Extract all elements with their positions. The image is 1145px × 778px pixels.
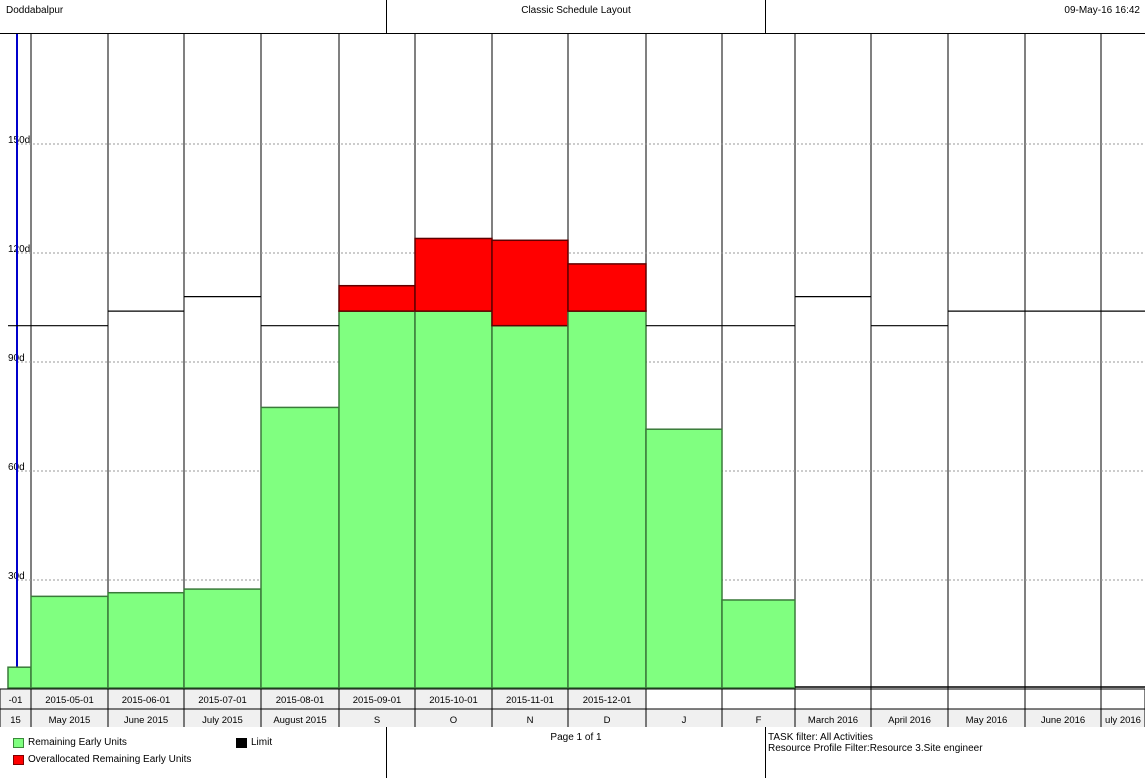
category-cell-row1 [721,688,796,710]
category-label-month: uly 2016 [1105,715,1141,726]
category-label-month: July 2015 [202,715,243,726]
category-label-month: S [374,715,380,726]
bar-remaining-early-units [7,666,32,689]
category-label-month: May 2016 [966,715,1008,726]
y-tick-label: 120d [8,244,30,255]
legend-swatch-limit [236,738,247,748]
category-label-month: D [604,715,611,726]
category-label-month: June 2016 [1041,715,1085,726]
bar-overallocated-units [567,263,647,312]
category-label-month: O [450,715,457,726]
category-label-date: 2015-12-01 [583,695,632,706]
category-label-date: 2015-09-01 [353,695,402,706]
category-label-month: J [682,715,687,726]
bar-remaining-early-units [645,428,723,689]
bar-remaining-early-units [107,591,185,689]
category-cell-row1 [870,688,949,710]
bar-overallocated-units [414,237,493,312]
category-label-month: June 2015 [124,715,168,726]
category-label-month: F [756,715,762,726]
filter-info: TASK filter: All Activities Resource Pro… [766,727,1145,778]
category-label-month: August 2015 [273,715,326,726]
bar-remaining-early-units [30,595,109,689]
report-header: Doddabalpur Classic Schedule Layout 09-M… [0,0,1145,34]
bar-overallocated-units [491,239,569,327]
category-cell-row1 [1100,688,1145,710]
category-label-month: March 2016 [808,715,858,726]
task-filter: TASK filter: All Activities [768,732,873,743]
legend-swatch-remaining [13,738,24,748]
category-label-date: 2015-07-01 [198,695,247,706]
category-label-date: 2015-10-01 [429,695,478,706]
bar-remaining-early-units [338,310,416,689]
legend-label-overallocated: Overallocated Remaining Early Units [28,754,192,765]
resource-profile-filter: Resource Profile Filter:Resource 3.Site … [768,743,983,754]
y-tick-label: 150d [8,135,30,146]
bar-remaining-early-units [414,310,493,689]
legend-label-remaining: Remaining Early Units [28,737,127,748]
category-label-date: 2015-05-01 [45,695,94,706]
category-label-date: 2015-06-01 [122,695,171,706]
bar-remaining-early-units [491,324,569,689]
legend: Remaining Early Units Overallocated Rema… [0,727,386,778]
category-cell-row2 [1100,708,1145,727]
legend-swatch-overallocated [13,755,24,765]
category-label-month: N [527,715,534,726]
project-name: Doddabalpur [6,5,64,16]
category-cell-row1 [645,688,723,710]
category-cell-row1 [947,688,1026,710]
bar-remaining-early-units [567,310,647,689]
page-number: Page 1 of 1 [386,727,766,778]
bar-remaining-early-units [183,588,262,689]
bar-overallocated-units [338,284,416,312]
category-label-month: April 2016 [888,715,931,726]
bar-remaining-early-units [721,599,796,689]
report-timestamp: 09-May-16 16:42 [1064,5,1140,16]
category-label-date: -01 [9,695,23,706]
category-label-date: 2015-08-01 [276,695,325,706]
report-footer: Remaining Early Units Overallocated Rema… [0,727,1145,778]
category-label-month: 15 [10,715,21,726]
category-label-date: 2015-11-01 [506,695,554,706]
layout-name: Classic Schedule Layout [386,0,766,33]
category-cell-row1 [794,688,872,710]
category-label-month: May 2015 [49,715,91,726]
category-cell-row1 [1024,688,1102,710]
legend-label-limit: Limit [251,737,273,748]
bar-remaining-early-units [260,406,340,689]
